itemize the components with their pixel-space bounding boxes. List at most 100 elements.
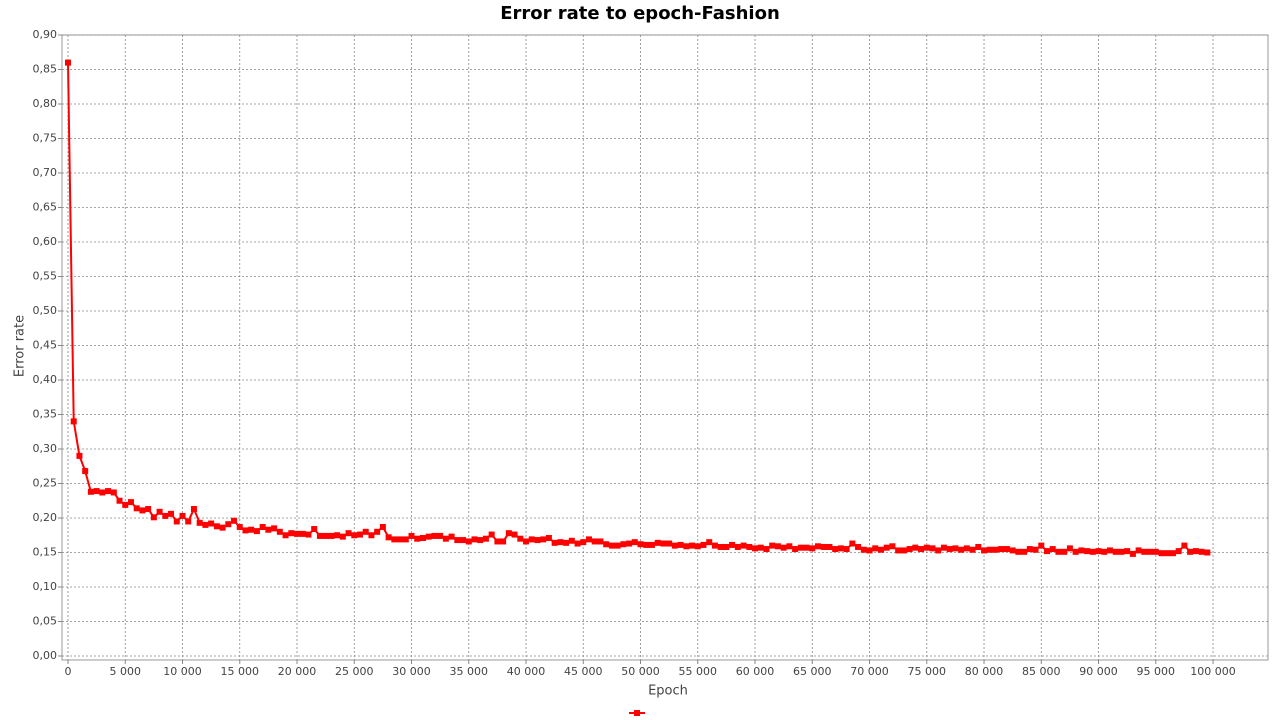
data-point — [202, 521, 209, 528]
y-tick-label: 0,70 — [33, 166, 58, 179]
data-point — [1061, 548, 1068, 555]
data-point — [196, 519, 203, 526]
data-point — [912, 544, 919, 551]
data-point — [437, 532, 444, 539]
data-point — [385, 534, 392, 541]
data-point — [694, 543, 701, 550]
data-point — [597, 538, 604, 545]
data-point — [815, 543, 821, 550]
data-point — [276, 528, 283, 535]
data-point — [1044, 548, 1051, 555]
data-point — [803, 544, 810, 551]
y-tick-label: 0,30 — [33, 442, 58, 455]
data-point — [477, 537, 484, 544]
data-point — [563, 539, 570, 546]
data-point — [763, 546, 770, 553]
data-point — [740, 542, 747, 549]
y-tick-label: 0,50 — [33, 304, 58, 317]
data-point — [173, 518, 180, 525]
data-point — [76, 452, 83, 459]
data-point — [122, 501, 129, 508]
data-point — [408, 532, 415, 539]
data-point — [545, 535, 552, 542]
x-tick-label: 10 000 — [163, 665, 202, 678]
data-point — [872, 545, 879, 552]
data-point — [488, 531, 495, 538]
x-tick-label: 90 000 — [1079, 665, 1118, 678]
data-point — [414, 535, 421, 542]
data-point — [900, 547, 907, 554]
data-point — [1095, 548, 1102, 555]
data-point — [1118, 548, 1125, 555]
data-point — [1112, 548, 1119, 555]
y-tick-label: 0,15 — [33, 546, 58, 559]
data-point — [648, 541, 655, 548]
data-point — [1072, 548, 1079, 555]
data-point — [614, 542, 621, 549]
data-point — [397, 536, 404, 543]
data-point — [1164, 550, 1171, 557]
data-point — [1181, 542, 1188, 549]
data-point — [689, 542, 696, 549]
data-point — [1089, 548, 1096, 555]
data-point — [345, 530, 352, 537]
data-point — [442, 535, 449, 542]
data-point — [351, 532, 358, 539]
data-point — [786, 543, 793, 550]
data-point — [769, 542, 776, 549]
data-point — [1169, 550, 1176, 557]
data-point — [1147, 548, 1154, 555]
data-point — [305, 531, 312, 538]
x-tick-label: 15 000 — [221, 665, 260, 678]
data-point — [551, 539, 558, 546]
data-point — [717, 543, 724, 550]
x-tick-label: 100 000 — [1190, 665, 1236, 678]
data-point — [774, 543, 781, 550]
data-point — [723, 543, 730, 550]
data-point — [271, 525, 278, 532]
data-point — [523, 538, 530, 545]
data-point — [780, 544, 787, 551]
data-point — [1049, 546, 1056, 553]
data-point — [677, 541, 684, 548]
data-point — [792, 546, 799, 553]
data-point — [133, 505, 140, 512]
data-point — [883, 544, 890, 551]
x-tick-label: 65 000 — [793, 665, 832, 678]
y-tick-label: 0,75 — [33, 132, 58, 145]
data-point — [105, 488, 112, 495]
data-point — [259, 523, 266, 530]
data-point — [168, 510, 175, 517]
data-point — [591, 538, 598, 545]
data-point — [156, 508, 163, 515]
data-point — [511, 531, 518, 538]
data-point — [866, 547, 873, 554]
data-point — [660, 540, 667, 547]
data-point — [1066, 545, 1073, 552]
data-point — [706, 539, 713, 546]
data-point — [1055, 548, 1062, 555]
data-point — [208, 520, 215, 527]
data-point — [505, 530, 512, 537]
x-tick-label: 25 000 — [335, 665, 374, 678]
y-axis-label: Error rate — [13, 315, 28, 377]
x-tick-label: 85 000 — [1022, 665, 1061, 678]
data-point — [975, 543, 982, 550]
data-point — [116, 497, 123, 504]
data-point — [242, 527, 249, 534]
data-point — [425, 533, 432, 540]
data-point — [1141, 548, 1148, 555]
data-point — [179, 512, 186, 519]
data-point — [820, 543, 827, 550]
x-tick-label: 30 000 — [392, 665, 431, 678]
data-point — [849, 540, 856, 547]
x-tick-label: 5 000 — [110, 665, 142, 678]
y-tick-label: 0,10 — [33, 580, 58, 593]
data-point — [998, 546, 1005, 553]
data-point — [826, 543, 833, 550]
y-tick-label: 0,60 — [33, 235, 58, 248]
data-point — [734, 543, 741, 550]
data-point — [1084, 548, 1091, 555]
plot-area — [61, 34, 1269, 661]
data-point — [82, 468, 89, 475]
